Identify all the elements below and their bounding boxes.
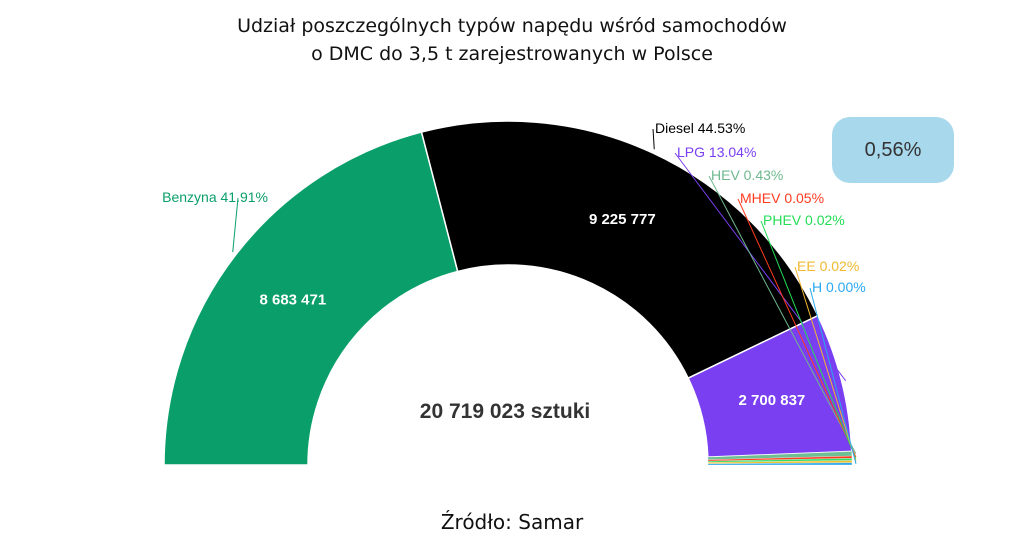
chart-title: Udział poszczególnych typów napędu wśród… bbox=[0, 12, 1024, 68]
leader-line-lpg bbox=[674, 152, 847, 382]
highlight-badge: 0,56% bbox=[832, 117, 954, 183]
category-label-hev: HEV 0.43% bbox=[711, 167, 783, 183]
slice-h bbox=[707, 462, 853, 466]
leader-line-hev bbox=[708, 175, 857, 454]
leader-lines-layer bbox=[232, 128, 857, 464]
slices-layer bbox=[163, 120, 853, 466]
category-label-lpg: LPG 13.04% bbox=[677, 144, 756, 160]
leader-line-diesel bbox=[652, 128, 655, 150]
category-label-mhev: MHEV 0.05% bbox=[740, 190, 824, 206]
total-label: 20 719 023 sztuki bbox=[420, 400, 590, 423]
leader-line-mhev bbox=[737, 198, 857, 458]
category-label-h: H 0.00% bbox=[812, 279, 866, 295]
category-label-diesel: Diesel 44.53% bbox=[655, 120, 745, 136]
source-note: Źródło: Samar bbox=[440, 510, 584, 534]
slice-diesel bbox=[420, 120, 819, 380]
value-label-lpg: 2 700 837 bbox=[739, 392, 806, 409]
leader-line-ee bbox=[794, 266, 857, 462]
category-label-phev: PHEV 0.02% bbox=[763, 212, 845, 228]
chart-title-line-1: Udział poszczególnych typów napędu wśród… bbox=[237, 15, 787, 37]
value-labels-layer: 8 683 471 9 225 777 2 700 837 bbox=[259, 211, 805, 409]
chart-title-line-2: o DMC do 3,5 t zarejestrowanych w Polsce bbox=[311, 43, 713, 65]
value-label-diesel: 9 225 777 bbox=[589, 211, 656, 228]
leader-line-benzyna bbox=[232, 197, 239, 253]
leader-line-h bbox=[809, 287, 857, 464]
category-label-ee: EE 0.02% bbox=[797, 258, 859, 274]
leader-line-phev bbox=[760, 220, 857, 460]
slice-benzyna bbox=[163, 131, 459, 466]
category-label-benzyna: Benzyna 41.91% bbox=[162, 189, 268, 205]
value-label-benzyna: 8 683 471 bbox=[259, 292, 326, 309]
category-labels-layer: Benzyna 41.91% Diesel 44.53% LPG 13.04% HEV… bbox=[162, 120, 866, 295]
